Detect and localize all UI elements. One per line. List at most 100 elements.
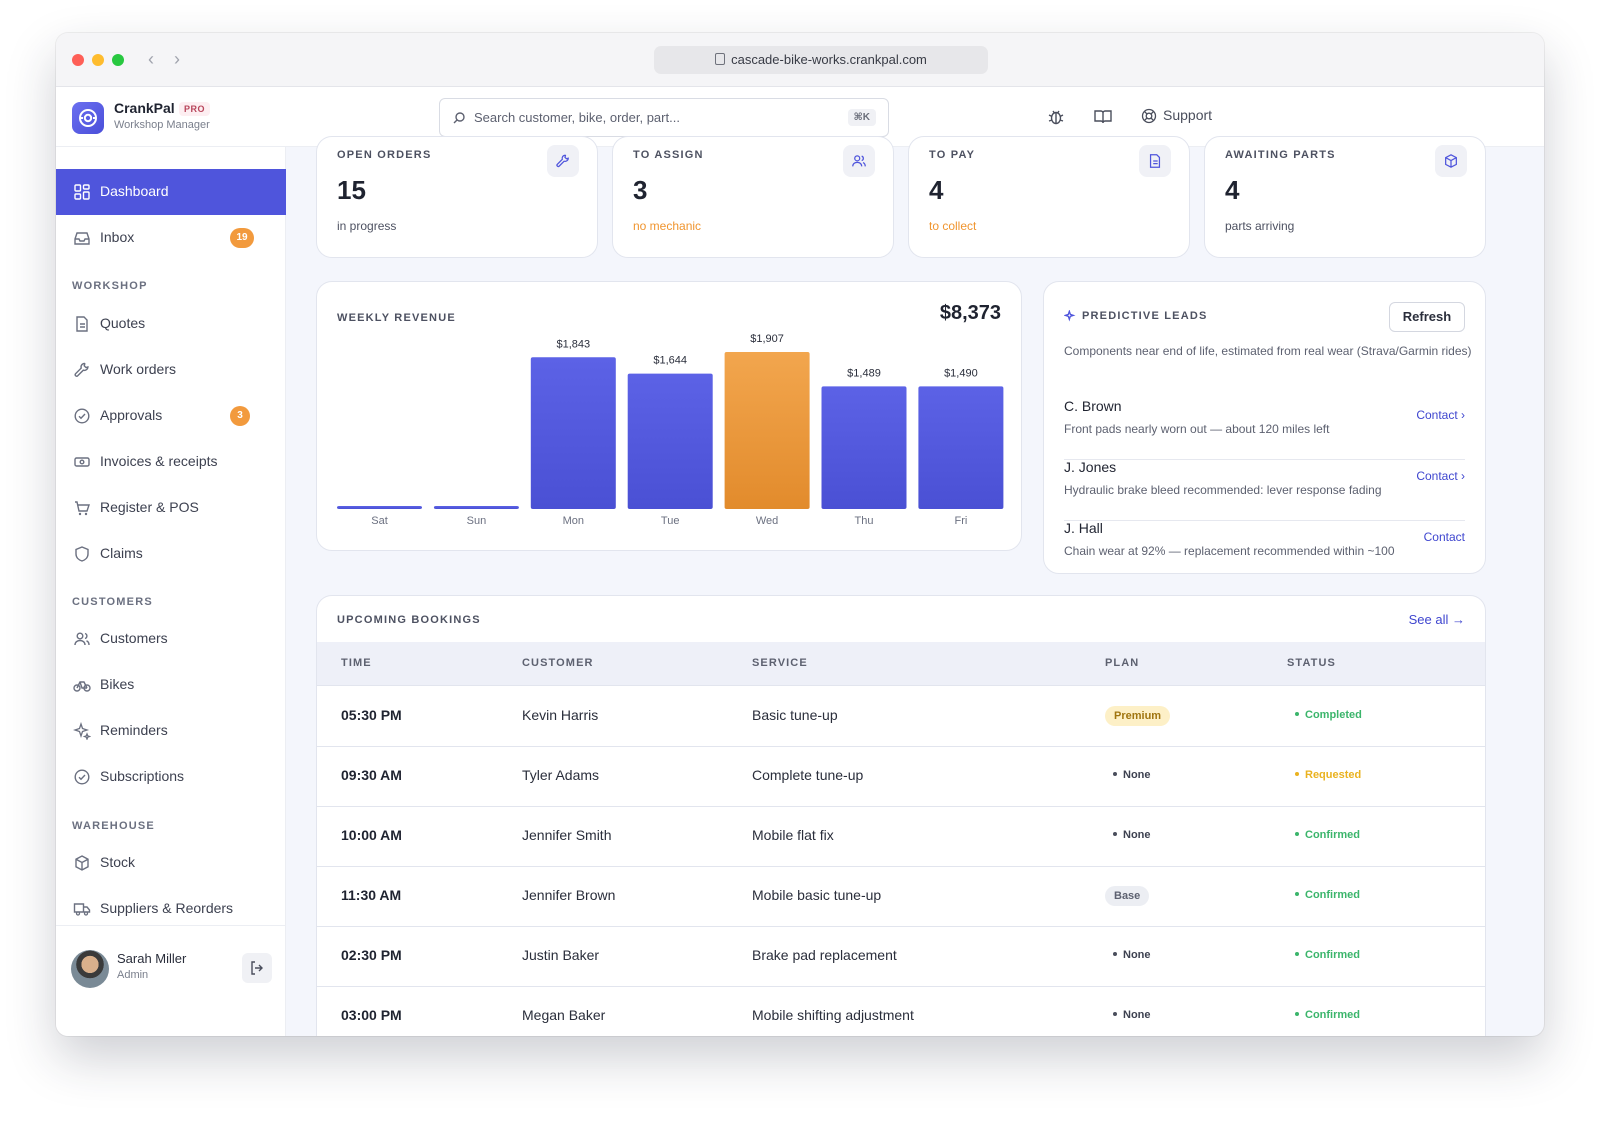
sidebar-item-approvals[interactable]: Approvals 3 <box>56 393 286 439</box>
chart-bar-mon[interactable] <box>530 357 616 509</box>
sidebar-item-reminders[interactable]: Reminders <box>56 708 286 754</box>
stat-card-open-orders[interactable]: OPEN ORDERS 15 in progress <box>316 136 598 258</box>
status-label: Confirmed <box>1305 889 1360 901</box>
stat-card-to-pay[interactable]: TO PAY 4 to collect <box>908 136 1190 258</box>
lead-note: Hydraulic brake bleed recommended: lever… <box>1064 483 1382 497</box>
sidebar-item-customers[interactable]: Customers <box>56 616 286 662</box>
sidebar-item-claims[interactable]: Claims <box>56 531 286 577</box>
search-placeholder: Search customer, bike, order, part... <box>474 110 680 125</box>
sidebar-item-label: Reminders <box>100 722 168 738</box>
booking-time: 03:00 PM <box>341 1007 402 1023</box>
booking-time: 10:00 AM <box>341 827 402 843</box>
chart-bar-sun[interactable] <box>433 506 519 509</box>
table-row[interactable]: 09:30 AM Tyler Adams Complete tune-up None R… <box>317 747 1485 807</box>
x-tick-label: Sat <box>371 515 388 527</box>
box-icon <box>1435 145 1467 177</box>
sidebar-item-register-pos[interactable]: Register & POS <box>56 485 286 531</box>
address-url: cascade-bike-works.crankpal.com <box>731 52 927 67</box>
leads-title: PREDICTIVE LEADS <box>1082 310 1208 322</box>
table-row[interactable]: 11:30 AM Jennifer Brown Mobile basic tune-… <box>317 867 1485 927</box>
contact-link[interactable]: Contact › <box>1416 408 1465 422</box>
upcoming-bookings-card: UPCOMING BOOKINGS See all → TIME CUSTOME… <box>316 595 1486 1036</box>
data-label: $1,490 <box>944 367 978 379</box>
lifebuoy-icon <box>1141 108 1157 124</box>
logout-icon <box>251 961 263 975</box>
column-header[interactable]: SERVICE <box>752 657 808 669</box>
table-row[interactable]: 10:00 AM Jennifer Smith Mobile flat fix Non… <box>317 807 1485 867</box>
chart-bar-sat[interactable] <box>337 506 422 509</box>
sidebar-item-bikes[interactable]: Bikes <box>56 662 286 708</box>
table-row[interactable]: 03:00 PM Megan Baker Mobile shifting adjus… <box>317 987 1485 1036</box>
plan-badge: None <box>1113 829 1151 841</box>
truck-icon <box>73 903 91 916</box>
sidebar-item-subscriptions[interactable]: Subscriptions <box>56 754 286 800</box>
plan-label: None <box>1123 949 1151 961</box>
status-badge: Confirmed <box>1295 889 1360 901</box>
global-search[interactable]: Search customer, bike, order, part... ⌘K <box>439 98 889 137</box>
status-dot-icon <box>1295 1012 1299 1016</box>
plan-dot-icon <box>1113 772 1117 776</box>
minimize-window-button[interactable] <box>92 54 104 66</box>
chart-bar-wed[interactable] <box>724 352 810 509</box>
status-badge: Confirmed <box>1295 949 1360 961</box>
search-shortcut: ⌘K <box>847 109 876 126</box>
table-row[interactable]: 02:30 PM Justin Baker Brake pad replacemen… <box>317 927 1485 987</box>
chart-bar-fri[interactable] <box>918 386 1004 509</box>
sidebar: Dashboard Inbox 19 WORKSHOP Quotes Work … <box>56 147 286 1036</box>
plan-label: None <box>1123 1009 1151 1021</box>
stat-label: TO ASSIGN <box>633 149 704 161</box>
inbox-icon <box>74 232 90 245</box>
stat-value: 4 <box>1225 175 1240 205</box>
contact-link[interactable]: Contact <box>1423 530 1465 544</box>
box-icon <box>75 855 89 871</box>
sidebar-item-work-orders[interactable]: Work orders <box>56 347 286 393</box>
sidebar-section-title: CUSTOMERS <box>72 596 153 608</box>
bug-icon[interactable] <box>1046 107 1066 127</box>
status-label: Completed <box>1305 709 1362 721</box>
column-header[interactable]: CUSTOMER <box>522 657 594 669</box>
sidebar-item-quotes[interactable]: Quotes <box>56 301 286 347</box>
contact-link[interactable]: Contact › <box>1416 469 1465 483</box>
lead-name: J. Jones <box>1064 459 1117 475</box>
logout-button[interactable] <box>242 953 272 983</box>
stat-card-to-assign[interactable]: TO ASSIGN 3 no mechanic <box>612 136 894 258</box>
column-header[interactable]: STATUS <box>1287 657 1336 669</box>
table-row[interactable]: 05:30 PM Kevin Harris Basic tune-up Premium… <box>317 687 1485 747</box>
sidebar-item-suppliers[interactable]: Suppliers & Reorders <box>56 886 286 932</box>
sidebar-item-label: Claims <box>100 545 143 561</box>
chart-bar-tue[interactable] <box>627 373 713 509</box>
support-link[interactable]: Support <box>1141 107 1212 127</box>
zoom-window-button[interactable] <box>112 54 124 66</box>
column-header[interactable]: TIME <box>341 657 372 669</box>
address-bar[interactable]: cascade-bike-works.crankpal.com <box>654 46 988 74</box>
booking-service: Complete tune-up <box>752 767 864 783</box>
forward-arrow-icon[interactable]: › <box>174 49 180 69</box>
x-tick-label: Fri <box>954 515 967 527</box>
revenue-total: $8,373 <box>939 302 1001 324</box>
column-header[interactable]: PLAN <box>1105 657 1140 669</box>
data-label: $1,489 <box>847 367 881 379</box>
x-tick-label: Tue <box>661 515 680 527</box>
sidebar-item-inbox[interactable]: Inbox 19 <box>56 215 286 261</box>
refresh-button[interactable]: Refresh <box>1389 302 1465 332</box>
sidebar-item-label: Stock <box>100 854 136 870</box>
booking-customer: Kevin Harris <box>522 707 599 723</box>
sidebar-item-invoices[interactable]: Invoices & receipts <box>56 439 286 485</box>
chart-bar-thu[interactable] <box>821 386 907 509</box>
back-arrow-icon[interactable]: ‹ <box>148 49 154 69</box>
see-all-link[interactable]: See all → <box>1408 612 1465 627</box>
plan-badge: None <box>1113 949 1151 961</box>
book-icon[interactable] <box>1093 107 1113 127</box>
x-tick-label: Wed <box>756 515 778 527</box>
avatar[interactable] <box>71 950 109 988</box>
sidebar-item-label: Work orders <box>100 361 176 377</box>
plan-label: None <box>1123 829 1151 841</box>
revenue-title: WEEKLY REVENUE <box>337 312 456 324</box>
sidebar-item-dashboard[interactable]: Dashboard <box>56 169 286 215</box>
close-window-button[interactable] <box>72 54 84 66</box>
sidebar-item-stock[interactable]: Stock <box>56 840 286 886</box>
booking-customer: Justin Baker <box>522 947 600 963</box>
check-circle-icon <box>74 769 90 785</box>
booking-customer: Jennifer Smith <box>522 827 612 843</box>
stat-card-awaiting-parts[interactable]: AWAITING PARTS 4 parts arriving <box>1204 136 1486 258</box>
